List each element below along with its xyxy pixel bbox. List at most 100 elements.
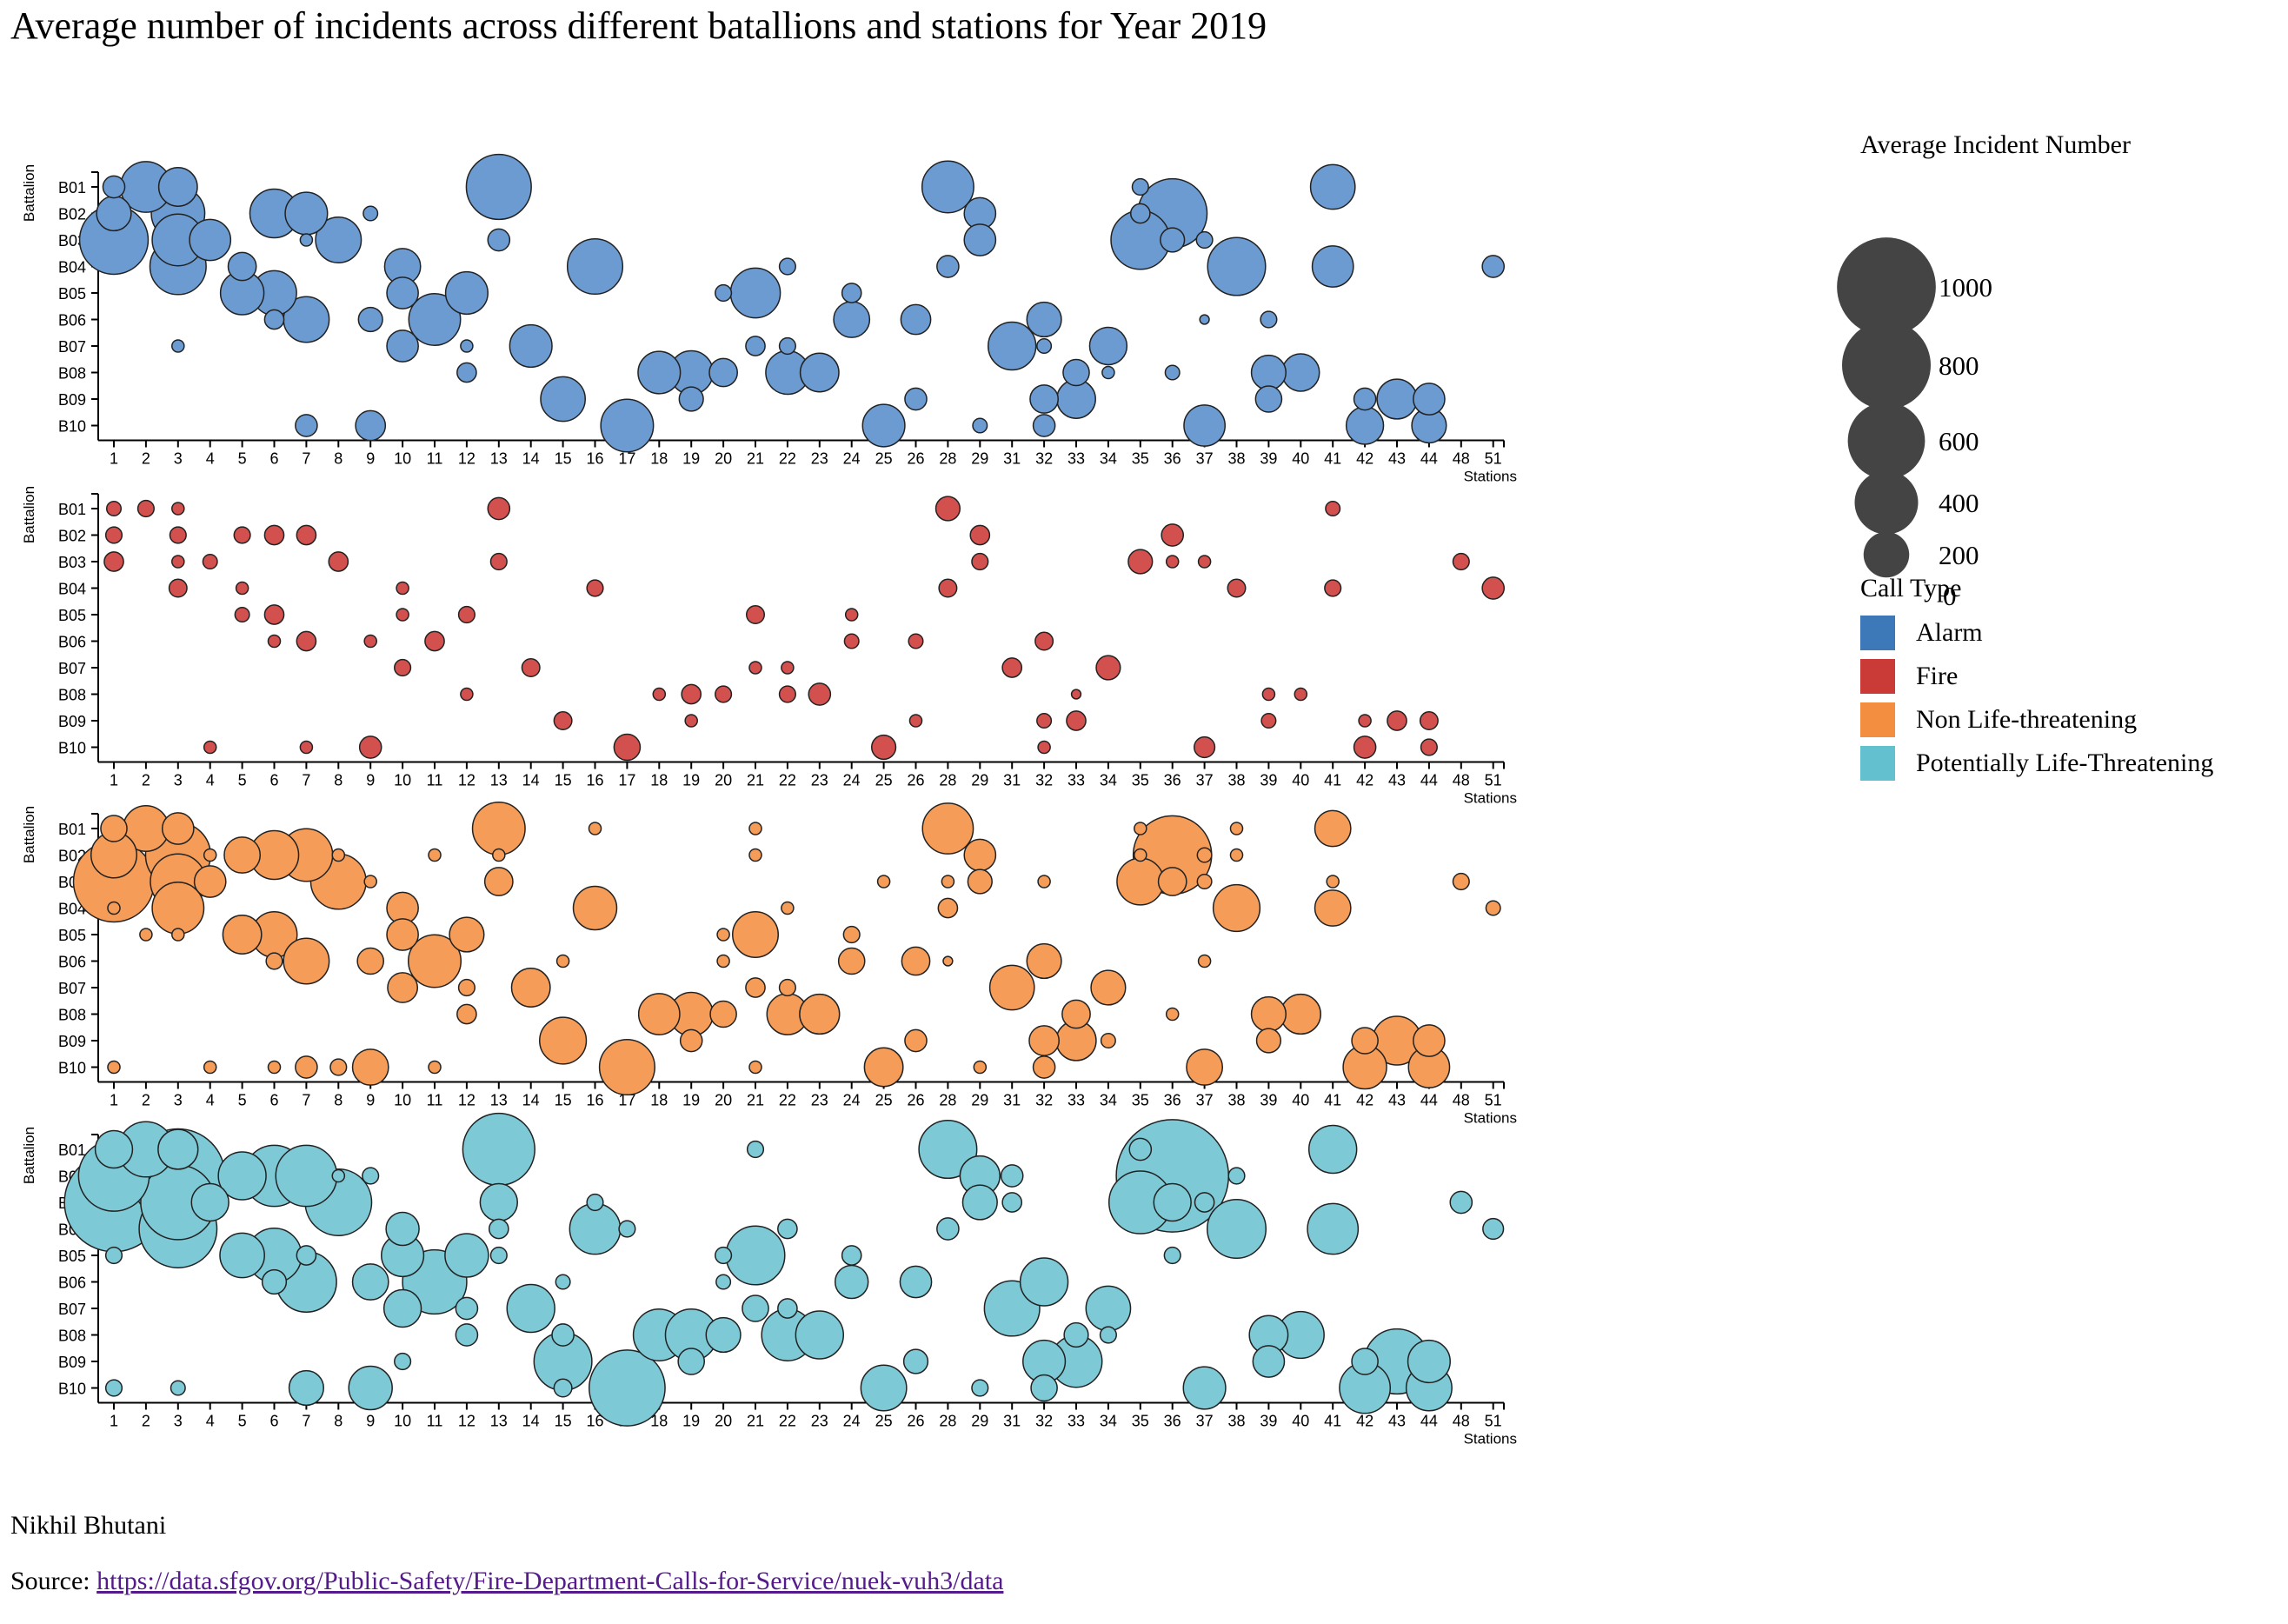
x-tick-label: 35 bbox=[1132, 1413, 1149, 1430]
bubble bbox=[963, 223, 997, 256]
bubble bbox=[1314, 809, 1352, 848]
bubble bbox=[1019, 1257, 1069, 1307]
bubble bbox=[1413, 1024, 1446, 1057]
bubble bbox=[331, 1168, 346, 1183]
x-tick-label: 22 bbox=[779, 450, 796, 468]
bubble bbox=[777, 1218, 798, 1240]
chart-title: Average number of incidents across diffe… bbox=[10, 4, 1267, 47]
y-axis-label: Battalion bbox=[21, 164, 37, 222]
x-tick-label: 23 bbox=[811, 772, 828, 789]
bubble bbox=[171, 555, 185, 569]
bubble bbox=[1001, 657, 1023, 678]
x-tick-label: 18 bbox=[650, 1092, 668, 1109]
bubble bbox=[708, 357, 738, 388]
bubble bbox=[222, 915, 263, 955]
bubble bbox=[1153, 1182, 1192, 1222]
x-tick-label: 7 bbox=[302, 772, 310, 789]
bubble bbox=[715, 1246, 733, 1265]
bubble bbox=[716, 928, 730, 942]
bubble bbox=[942, 955, 954, 967]
bubble bbox=[566, 237, 624, 296]
bubble bbox=[900, 303, 932, 336]
bubble bbox=[904, 387, 928, 411]
x-tick-label: 1 bbox=[110, 1092, 118, 1109]
x-tick-label: 12 bbox=[458, 772, 476, 789]
y-tick-label: B06 bbox=[58, 1275, 86, 1292]
x-tick-label: 32 bbox=[1035, 450, 1053, 468]
bubble bbox=[265, 952, 283, 970]
bubble bbox=[1485, 900, 1501, 916]
bubble bbox=[506, 1283, 555, 1334]
bubble bbox=[742, 1295, 769, 1322]
bubble bbox=[283, 937, 330, 985]
y-axis-label: Battalion bbox=[21, 486, 37, 543]
bubble bbox=[267, 1060, 282, 1075]
size-legend-circle bbox=[1885, 594, 1888, 597]
bubble bbox=[778, 978, 796, 997]
x-tick-label: 36 bbox=[1164, 1413, 1181, 1430]
x-tick-label: 21 bbox=[747, 772, 764, 789]
legend-swatch-potentially-life-threatening bbox=[1860, 746, 1895, 781]
bubble bbox=[553, 1378, 573, 1398]
x-tick-label: 10 bbox=[394, 772, 411, 789]
bubble bbox=[799, 993, 841, 1035]
x-tick-label: 26 bbox=[907, 772, 924, 789]
bubble bbox=[709, 1000, 737, 1028]
bubble bbox=[1280, 993, 1321, 1035]
bubble bbox=[449, 916, 485, 953]
bubble bbox=[777, 1298, 798, 1319]
bubble bbox=[387, 972, 419, 1003]
bubble bbox=[396, 581, 409, 596]
bubble bbox=[684, 714, 698, 728]
x-tick-label: 28 bbox=[939, 1413, 956, 1430]
bubble bbox=[600, 398, 655, 453]
x-tick-label: 11 bbox=[427, 1413, 443, 1430]
bubble bbox=[171, 339, 185, 353]
x-tick-label: 19 bbox=[682, 1092, 700, 1109]
bubble bbox=[408, 293, 462, 346]
y-tick-label: B03 bbox=[58, 554, 86, 571]
bubble bbox=[1387, 710, 1407, 731]
bubble bbox=[778, 257, 796, 276]
bubble bbox=[460, 339, 474, 353]
bubble bbox=[598, 1038, 655, 1096]
bubble bbox=[234, 606, 250, 623]
x-tick-label: 24 bbox=[843, 772, 861, 789]
y-tick-label: B04 bbox=[58, 581, 86, 598]
source-link[interactable]: https://data.sfgov.org/Public-Safety/Fir… bbox=[96, 1567, 1004, 1595]
x-tick-label: 20 bbox=[715, 772, 732, 789]
x-tick-label: 10 bbox=[394, 1092, 411, 1109]
bubble bbox=[136, 499, 155, 518]
y-axis-label: Battalion bbox=[21, 806, 37, 863]
bubble bbox=[521, 658, 541, 677]
bubble bbox=[1160, 227, 1186, 253]
x-tick-label: 12 bbox=[458, 1092, 476, 1109]
x-tick-label: 19 bbox=[682, 772, 700, 789]
bubble bbox=[296, 1245, 317, 1266]
bubble bbox=[1163, 1246, 1181, 1265]
bubble bbox=[351, 1048, 389, 1086]
bubble bbox=[902, 1348, 929, 1374]
bubble bbox=[363, 875, 377, 889]
bubble bbox=[295, 1055, 318, 1079]
x-tick-label: 6 bbox=[269, 1092, 278, 1109]
bubble bbox=[348, 1365, 393, 1411]
x-tick-label: 33 bbox=[1068, 1092, 1085, 1109]
x-tick-label: 16 bbox=[586, 450, 603, 468]
x-tick-label: 36 bbox=[1164, 1092, 1181, 1109]
x-tick-label: 33 bbox=[1068, 772, 1085, 789]
x-tick-label: 11 bbox=[427, 450, 443, 468]
y-tick-label: B09 bbox=[58, 1354, 86, 1371]
x-tick-label: 19 bbox=[682, 450, 700, 468]
x-tick-label: 25 bbox=[875, 1413, 893, 1430]
x-tick-label: 44 bbox=[1420, 772, 1438, 789]
x-tick-label: 25 bbox=[875, 772, 893, 789]
y-tick-label: B09 bbox=[58, 391, 86, 409]
bubble bbox=[618, 1220, 636, 1238]
size-legend-circle bbox=[1854, 470, 1919, 535]
bubble bbox=[227, 251, 257, 282]
bubble bbox=[837, 947, 866, 975]
bubble bbox=[1062, 358, 1090, 387]
bubble bbox=[1164, 364, 1181, 381]
bubble bbox=[299, 740, 314, 755]
